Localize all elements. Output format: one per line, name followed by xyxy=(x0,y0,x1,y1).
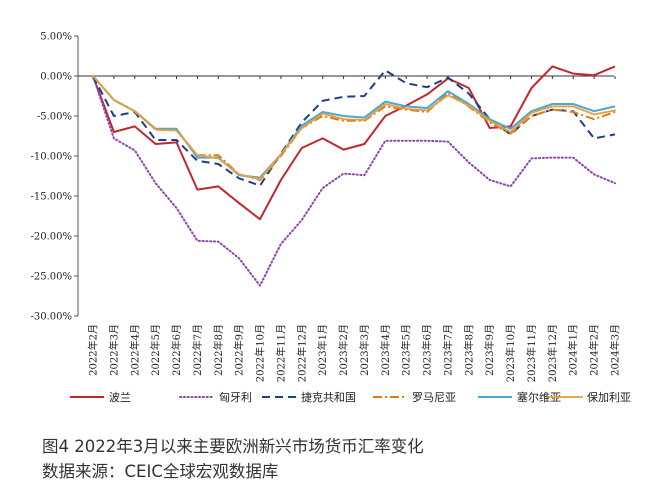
y-tick-label: -15.00% xyxy=(30,192,72,203)
x-tick-label: 2022年12月 xyxy=(295,324,308,382)
x-tick-label: 2024年3月 xyxy=(609,324,622,376)
series-line-5 xyxy=(92,75,616,181)
x-tick-label: 2022年6月 xyxy=(170,324,183,376)
legend-label: 匈牙利 xyxy=(219,390,252,404)
x-tick-label: 2023年12月 xyxy=(546,324,559,382)
series-line-1 xyxy=(92,75,616,287)
x-tick-label: 2023年4月 xyxy=(379,324,392,376)
line-chart: 5.00% 0.00% -5.00% -10.00% -15.00% -20.00% -25… xyxy=(30,32,631,405)
x-tick-label: 2023年2月 xyxy=(337,324,350,376)
x-axis: 2022年2月 2022年3月 2022年4月 2022年5月 2022年6月 2022年… xyxy=(78,75,622,382)
x-tick-label: 2024年2月 xyxy=(588,324,601,376)
x-tick-label: 2022年3月 xyxy=(107,324,120,376)
legend: 波兰 匈牙利 捷克共和国 罗马尼亚 塞尔维亚 保加利亚 xyxy=(70,390,631,404)
x-tick-label: 2023年10月 xyxy=(504,324,517,382)
x-tick-label: 2023年8月 xyxy=(462,324,475,376)
x-tick-label: 2022年2月 xyxy=(87,324,100,376)
y-tick-label: 5.00% xyxy=(40,32,72,43)
y-tick-label: -5.00% xyxy=(37,112,72,123)
legend-label: 保加利亚 xyxy=(587,390,631,404)
y-tick-label: -20.00% xyxy=(30,232,72,243)
x-tick-label: 2024年1月 xyxy=(567,324,580,376)
x-tick-label: 2023年7月 xyxy=(441,324,454,376)
y-tick-label: 0.00% xyxy=(40,72,72,83)
x-tick-label: 2023年9月 xyxy=(483,324,496,376)
x-tick-label: 2023年11月 xyxy=(525,324,538,382)
x-tick-label: 2022年5月 xyxy=(149,324,162,376)
legend-label: 波兰 xyxy=(109,391,131,404)
x-tick-label: 2022年11月 xyxy=(274,324,287,382)
x-tick-label: 2022年4月 xyxy=(128,324,141,376)
x-tick-label: 2022年8月 xyxy=(212,324,225,376)
x-tick-label: 2023年3月 xyxy=(358,324,371,376)
legend-label: 罗马尼亚 xyxy=(412,391,456,404)
y-tick-label: -25.00% xyxy=(30,272,72,283)
x-tick-label: 2022年10月 xyxy=(254,324,267,382)
source-caption: 数据来源：CEIC全球宏观数据库 xyxy=(42,462,279,481)
x-tick-label: 2023年1月 xyxy=(316,324,329,376)
y-tick-label: -30.00% xyxy=(30,312,72,323)
x-tick-label: 2023年5月 xyxy=(400,324,413,376)
plot-area xyxy=(92,65,616,287)
series-line-0 xyxy=(92,65,616,221)
x-tick-label: 2023年6月 xyxy=(421,324,434,376)
series-line-4 xyxy=(92,75,616,179)
legend-label: 捷克共和国 xyxy=(301,390,356,404)
legend-label: 塞尔维亚 xyxy=(517,390,561,404)
y-tick-label: -10.00% xyxy=(30,152,72,163)
figure-caption: 图4 2022年3月以来主要欧洲新兴市场货币汇率变化 xyxy=(42,437,424,456)
x-tick-label: 2022年7月 xyxy=(191,324,204,376)
x-tick-label: 2022年9月 xyxy=(233,324,246,376)
y-axis: 5.00% 0.00% -5.00% -10.00% -15.00% -20.00% -25… xyxy=(30,32,79,323)
